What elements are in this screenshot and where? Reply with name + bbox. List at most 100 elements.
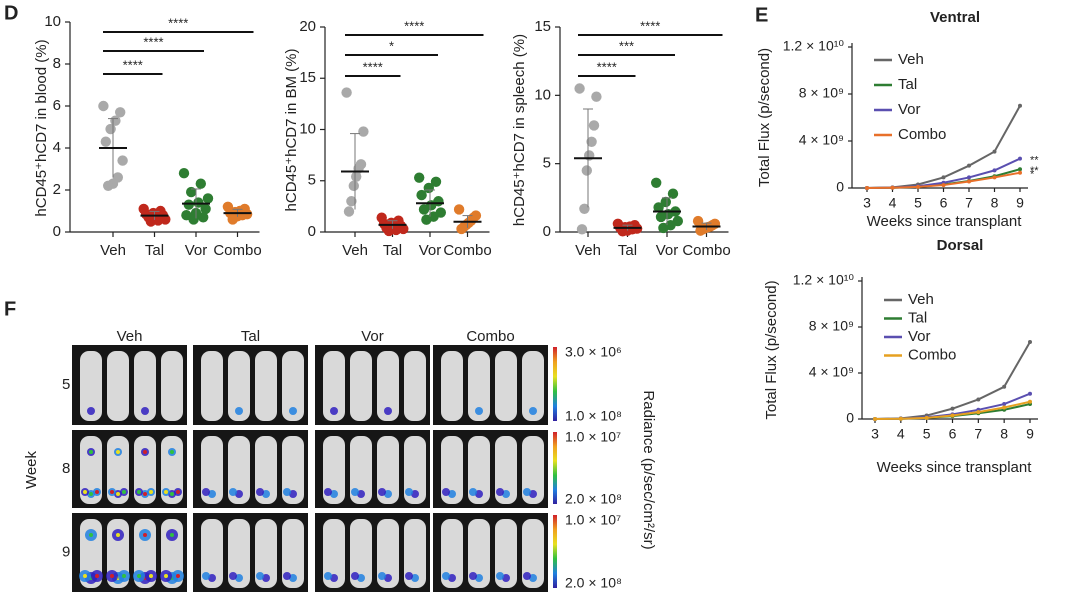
y-tick-label: 0 xyxy=(308,223,316,240)
series-point xyxy=(890,185,895,190)
series-point xyxy=(992,149,997,154)
colorbar xyxy=(553,515,557,588)
signal xyxy=(235,407,243,415)
mouse xyxy=(377,351,399,421)
data-point xyxy=(115,107,126,118)
signal xyxy=(324,572,332,580)
mouse xyxy=(228,436,250,504)
y-axis-label: Total Flux (p/second) xyxy=(763,280,780,419)
data-point xyxy=(198,212,209,223)
mouse xyxy=(282,519,304,588)
mouse xyxy=(282,436,304,504)
data-point xyxy=(453,204,465,215)
x-tick-label: Tal xyxy=(145,242,164,259)
signal xyxy=(95,490,99,494)
signal xyxy=(330,407,338,415)
series-point xyxy=(1028,339,1032,344)
data-point xyxy=(183,199,194,210)
signal xyxy=(83,490,87,494)
signal xyxy=(405,572,413,580)
series-point xyxy=(967,179,971,184)
mouse xyxy=(495,436,517,504)
x-tick-label: 3 xyxy=(863,195,871,211)
data-point xyxy=(383,225,395,237)
mouse xyxy=(495,351,517,421)
data-point xyxy=(667,188,679,199)
data-point xyxy=(695,225,706,236)
legend-label: Veh xyxy=(908,291,934,308)
data-point xyxy=(423,182,434,194)
y-tick-label: 8 × 10⁹ xyxy=(809,318,854,334)
significance-label: **** xyxy=(404,18,424,33)
signal xyxy=(256,572,264,580)
mouse xyxy=(323,436,345,504)
x-tick-label: 3 xyxy=(871,426,879,442)
signal xyxy=(149,490,153,494)
data-point xyxy=(343,206,355,217)
scale-top: 1.0 × 10⁷ xyxy=(565,429,621,445)
significance-label: **** xyxy=(597,59,617,74)
series-point xyxy=(865,186,869,190)
mouse xyxy=(468,519,490,588)
data-point xyxy=(117,155,128,166)
significance-label: **** xyxy=(168,15,188,30)
signal xyxy=(442,572,450,580)
signal xyxy=(89,492,93,496)
signal xyxy=(523,488,531,496)
series-point xyxy=(976,410,981,415)
data-point xyxy=(430,176,442,187)
data-point xyxy=(581,165,592,176)
data-point xyxy=(186,186,197,198)
y-tick-label: 8 × 10⁹ xyxy=(799,85,844,101)
colorbar xyxy=(553,347,557,421)
data-point xyxy=(651,177,662,188)
signal xyxy=(523,572,531,580)
x-tick-label: Veh xyxy=(100,242,126,259)
series-point xyxy=(1002,384,1007,389)
mouse xyxy=(350,436,372,504)
legend-label: Combo xyxy=(908,346,956,363)
y-tick-label: 10 xyxy=(44,13,61,30)
mouse xyxy=(468,436,490,504)
x-tick-label: 9 xyxy=(1016,195,1024,211)
mouse xyxy=(495,519,517,588)
data-point xyxy=(145,216,157,227)
series-point xyxy=(1002,405,1007,410)
signal xyxy=(283,572,291,580)
mouse xyxy=(80,351,102,421)
data-point xyxy=(348,180,359,192)
mouse xyxy=(522,351,544,421)
signal xyxy=(89,533,93,537)
y-tick-label: 10 xyxy=(534,86,551,103)
signal xyxy=(122,574,126,578)
data-point xyxy=(346,196,357,207)
annotation: ** xyxy=(1030,155,1039,167)
data-point xyxy=(178,168,190,179)
data-point xyxy=(103,180,114,191)
column-label: Tal xyxy=(241,328,260,345)
series-point xyxy=(992,175,997,180)
data-point xyxy=(576,224,588,235)
signal xyxy=(229,572,237,580)
legend-label: Tal xyxy=(908,309,927,326)
mouse xyxy=(350,519,372,588)
y-tick-label: 8 xyxy=(53,55,61,72)
mouse xyxy=(404,351,426,421)
scale-label: Radiance (p/sec/cm²/sr) xyxy=(640,390,657,549)
mouse xyxy=(201,519,223,588)
significance-label: **** xyxy=(143,34,163,49)
x-axis-label: Weeks since transplant xyxy=(867,213,1023,230)
y-tick-label: 0 xyxy=(543,223,551,240)
mouse xyxy=(107,436,129,504)
significance-label: *** xyxy=(619,38,634,53)
data-point xyxy=(579,203,590,214)
x-tick-label: Combo xyxy=(213,242,261,259)
series-point xyxy=(1028,399,1032,404)
data-point xyxy=(421,214,432,225)
signal xyxy=(149,574,153,578)
signal xyxy=(529,407,537,415)
data-point xyxy=(351,171,362,182)
annotation: ** xyxy=(1030,165,1039,177)
x-tick-label: 7 xyxy=(974,426,982,442)
mouse xyxy=(201,351,223,421)
